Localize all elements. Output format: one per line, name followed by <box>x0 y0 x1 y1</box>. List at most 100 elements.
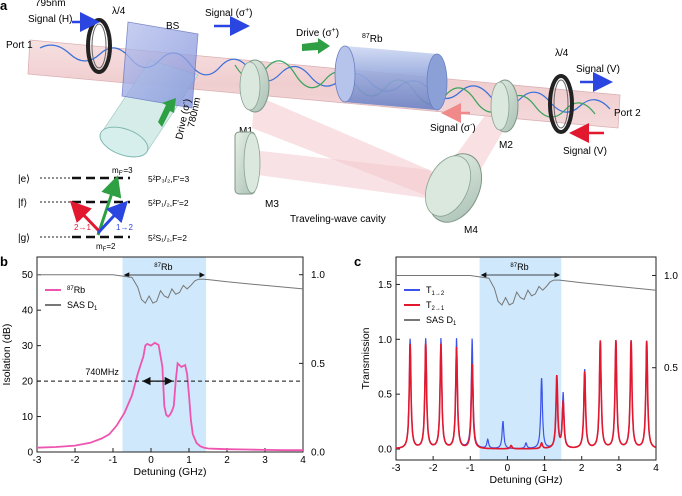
rb-cell <box>334 45 448 111</box>
rb-label: 87Rb <box>362 33 383 45</box>
panel-c-label: c <box>354 254 361 269</box>
x-axis-label: Detuning (GHz) <box>490 474 563 486</box>
legend-label: SAS D1 <box>426 315 457 327</box>
y2-tick-label: 1.0 <box>311 270 325 281</box>
level-f-label: |f⟩ <box>18 198 27 209</box>
panel-a-label: a <box>0 0 8 13</box>
x-tick-label: 4 <box>300 455 306 466</box>
m2-label: M2 <box>499 140 513 151</box>
mirror-m4 <box>424 153 483 223</box>
y-axis-label: Transmission <box>360 327 372 389</box>
legend-label: 87Rb <box>67 285 85 295</box>
mirror-m2 <box>490 79 519 133</box>
level-diagram: |e⟩ |f⟩ |g⟩ 2→1 1→2 mF′=3 mF=2 5²P₃/₂,F′… <box>18 166 189 253</box>
series-sas-line <box>396 275 657 306</box>
beam-splitter <box>121 21 199 109</box>
qwp2-label: λ/4 <box>555 48 569 59</box>
bs-label: BS <box>166 21 180 32</box>
transition-12-label: 1→2 <box>116 223 133 232</box>
qwp1-label: λ/4 <box>112 6 126 17</box>
port1-label: Port 1 <box>6 40 33 51</box>
series-t21-line <box>396 340 657 450</box>
transition-drive-arrow <box>96 175 122 236</box>
rb-region-band <box>122 257 207 452</box>
rb-region-label: 87Rb <box>510 262 528 272</box>
m3-label: M3 <box>265 199 279 210</box>
drive-side-arrow <box>158 98 176 127</box>
x-tick-label: 2 <box>579 463 585 474</box>
y2-tick-label: 0.5 <box>311 359 325 370</box>
y-tick-label: 0 <box>27 448 33 459</box>
y-axis-label: Isolation (dB) <box>1 324 13 386</box>
legend-label: T2→1 <box>426 300 445 312</box>
y-tick-label: 30 <box>22 341 34 352</box>
signal-sigma-minus-label: Signal (σ-) <box>430 122 476 134</box>
series-sas-line <box>37 274 304 304</box>
x-tick-label: 0 <box>148 455 154 466</box>
series-rb-line <box>36 341 303 452</box>
state-g-label: 5²S₁/₂,F=2 <box>148 233 187 243</box>
signal-sigma-plus-label: Signal (σ+) <box>205 7 253 19</box>
mirror-m1 <box>239 59 270 113</box>
plot-frame <box>36 256 304 453</box>
x-tick-label: -2 <box>71 455 80 466</box>
y-tick-label: 0.0 <box>378 445 392 456</box>
legend-label: SAS D1 <box>67 300 98 312</box>
level-g-label: |g⟩ <box>18 233 30 244</box>
x-tick-label: -1 <box>109 455 118 466</box>
x-tick-label: -3 <box>33 455 42 466</box>
y-tick-label: 40 <box>22 306 34 317</box>
level-e-label: |e⟩ <box>18 174 30 185</box>
panel-c-chart: c 87Rb -3 -2 -1 0 1 2 3 4 Detuning (GHz) 0.0 0.5 1.0… <box>354 254 678 486</box>
y-tick-label: 0.5 <box>378 390 392 401</box>
x-tick-label: 0 <box>505 463 511 474</box>
y2-tick-label: 0.5 <box>664 363 678 374</box>
mirror-m3 <box>234 131 261 195</box>
legend-label: T1→2 <box>426 285 445 297</box>
wavelength-label: 795nm <box>35 0 66 9</box>
signal-v-in-label: Signal (V) <box>563 146 607 157</box>
x-axis-label: Detuning (GHz) <box>134 466 207 478</box>
port2-label: Port 2 <box>614 108 641 119</box>
x-tick-label: 3 <box>262 455 268 466</box>
x-tick-label: 3 <box>616 463 622 474</box>
y-tick-label: 1.5 <box>378 280 392 291</box>
state-e-label: 5²P₃/₂,F′=3 <box>148 174 189 184</box>
x-tick-label: -3 <box>392 463 401 474</box>
mf-bot-label: mF=2 <box>96 242 116 253</box>
y2-tick-label: 0.0 <box>311 448 325 459</box>
qwp2-ring <box>548 74 574 134</box>
panel-b-label: b <box>0 254 8 269</box>
drive-top-label: Drive (σ+) <box>296 27 339 39</box>
plot-frame <box>395 256 657 461</box>
signal-v-out-label: Signal (V) <box>576 64 620 75</box>
y-tick-label: 1.0 <box>378 335 392 346</box>
x-tick-label: 4 <box>653 463 659 474</box>
m4-label: M4 <box>464 225 478 236</box>
cavity-label: Traveling-wave cavity <box>290 214 386 225</box>
y2-tick-label: 1.0 <box>664 271 678 282</box>
y-tick-label: 50 <box>22 270 34 281</box>
transition-12-arrow <box>96 200 129 235</box>
panel-a: a BS λ/4 795nm Signal (H) Port 1 Signal … <box>0 0 641 253</box>
signal-h-label: Signal (H) <box>28 14 72 25</box>
x-tick-label: -2 <box>429 463 438 474</box>
transition-21-arrow <box>69 200 102 234</box>
bandwidth-label: 740MHz <box>85 367 119 377</box>
drive-top-arrow <box>302 38 330 54</box>
y-tick-label: 20 <box>22 377 34 388</box>
rb-region-label: 87Rb <box>154 262 172 272</box>
x-tick-label: -1 <box>466 463 475 474</box>
x-tick-label: 1 <box>186 455 192 466</box>
qwp2-ring-inner <box>553 79 569 129</box>
drive-beam-end <box>99 126 149 158</box>
x-tick-label: 2 <box>224 455 230 466</box>
state-f-label: 5²P₁/₂,F′=2 <box>148 198 189 208</box>
x-tick-label: 1 <box>542 463 548 474</box>
transition-21-label: 2→1 <box>74 223 91 232</box>
mf-top-label: mF′=3 <box>112 166 133 177</box>
y-tick-label: 10 <box>22 412 34 423</box>
rb-region-band <box>479 257 562 460</box>
